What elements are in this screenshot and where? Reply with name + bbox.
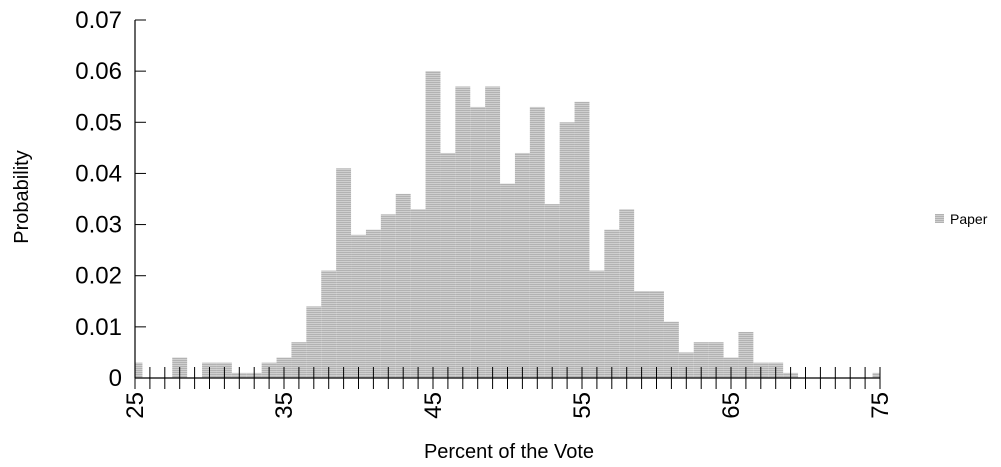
bar: [529, 106, 545, 378]
y-tick-label: 0: [109, 365, 122, 392]
bar: [410, 209, 426, 378]
x-tick-label: 45: [420, 392, 447, 419]
bar: [604, 229, 620, 378]
y-tick-label: 0.07: [75, 7, 122, 34]
y-tick-label: 0.01: [75, 314, 122, 341]
bar: [380, 214, 396, 378]
bar: [663, 321, 679, 378]
bar: [678, 352, 694, 378]
bar: [336, 168, 352, 378]
x-tick-label: 35: [271, 392, 298, 419]
y-axis-ticks: 0 0.01 0.02 0.03 0.04 0.05 0.06 0.07: [75, 7, 146, 392]
bar: [306, 306, 322, 378]
legend: Paper: [935, 211, 988, 227]
bar: [135, 362, 143, 378]
bar: [395, 193, 411, 378]
bar: [693, 342, 709, 378]
bar: [514, 152, 530, 378]
bar: [321, 270, 337, 378]
bar: [589, 270, 605, 378]
x-tick-label: 65: [718, 392, 745, 419]
bar: [708, 342, 724, 378]
bar: [634, 291, 650, 378]
bar: [619, 209, 635, 378]
bar: [738, 331, 754, 378]
y-tick-label: 0.04: [75, 160, 122, 187]
bar: [544, 204, 560, 378]
x-axis-title: Percent of the Vote: [424, 441, 594, 463]
bar: [365, 229, 381, 378]
bar: [455, 86, 471, 378]
bar: [470, 106, 486, 378]
x-axis-ticks: 25 35 45 55 65 75: [122, 367, 894, 419]
legend-label: Paper: [950, 211, 988, 227]
x-tick-label: 25: [122, 392, 149, 419]
y-tick-label: 0.05: [75, 109, 122, 136]
y-tick-label: 0.06: [75, 58, 122, 85]
bar: [872, 372, 880, 378]
bar: [574, 101, 590, 378]
y-axis-title: Probability: [11, 150, 33, 243]
bar: [649, 291, 664, 378]
bar: [559, 122, 575, 379]
bar: [485, 86, 501, 378]
bar: [425, 71, 441, 379]
x-tick-label: 75: [867, 392, 894, 419]
bar: [500, 183, 515, 378]
legend-swatch: [935, 214, 944, 223]
y-tick-label: 0.02: [75, 263, 122, 290]
bar: [291, 342, 307, 378]
bar: [351, 234, 366, 378]
y-tick-label: 0.03: [75, 212, 122, 239]
x-tick-label: 55: [569, 392, 596, 419]
bars: [135, 71, 880, 379]
bar: [440, 152, 456, 378]
